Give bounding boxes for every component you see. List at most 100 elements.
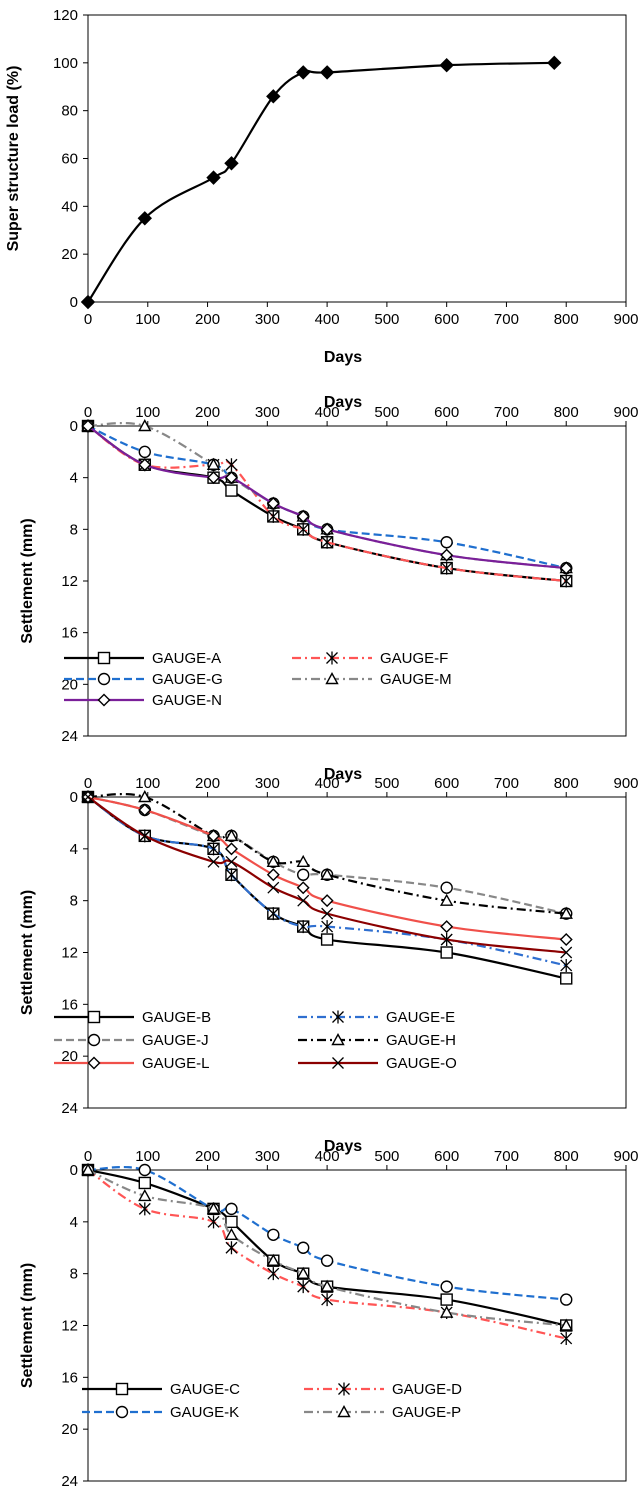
series-line — [87, 1168, 567, 1327]
legend-label: GAUGE-N — [152, 692, 222, 709]
data-point — [296, 881, 310, 895]
series-line — [87, 425, 567, 570]
data-point — [296, 1266, 310, 1279]
legend-marker — [115, 1405, 129, 1419]
legend-label: GAUGE-L — [142, 1055, 210, 1072]
data-point — [439, 58, 454, 73]
legend-label: GAUGE-B — [142, 1009, 211, 1026]
y-tick-label: 12 — [61, 1318, 78, 1335]
data-point — [547, 55, 562, 71]
x-tick-label: 100 — [135, 1148, 160, 1165]
legend-item-gauge-p: GAUGE-P — [304, 1404, 461, 1421]
y-tick-label: 0 — [70, 418, 78, 435]
legend: GAUGE-B GAUGE-E GAUGE-J GAUGE-H GAUGE-L GAUGE… — [54, 1009, 457, 1072]
data-point — [266, 1253, 280, 1266]
data-point — [320, 933, 334, 946]
y-tick-label: 4 — [70, 470, 78, 487]
x-tick-label: 400 — [315, 775, 340, 792]
data-point — [138, 803, 152, 817]
y-tick-label: 20 — [61, 246, 78, 263]
data-point — [297, 522, 310, 536]
data-point — [296, 854, 310, 867]
legend-marker — [97, 693, 111, 707]
x-tick-label: 0 — [84, 311, 92, 328]
chart-1: 0 100 200 300 400 500 600 700 800 900 0 20 40 60 80 100… — [5, 7, 639, 366]
legend-label: GAUGE-F — [380, 650, 448, 667]
x-tick-label: 800 — [554, 311, 579, 328]
x-tick-label: 700 — [494, 311, 519, 328]
data-point — [267, 907, 280, 921]
data-point — [138, 1202, 151, 1216]
legend-item-gauge-g: GAUGE-G — [64, 671, 223, 688]
data-point — [321, 1293, 334, 1307]
legend-marker — [115, 1382, 129, 1396]
data-point — [138, 1176, 151, 1190]
y-tick-label: 60 — [61, 151, 78, 168]
legend-marker — [87, 1033, 101, 1047]
x-tick-label: 200 — [195, 775, 220, 792]
series-line — [87, 425, 567, 583]
series-line — [87, 796, 567, 954]
y-tick-label: 8 — [70, 1266, 78, 1283]
data-point — [440, 920, 454, 934]
data-point — [206, 457, 221, 470]
data-point — [320, 1279, 334, 1292]
data-point — [297, 868, 310, 881]
data-point — [267, 509, 280, 523]
data-point — [80, 294, 96, 310]
legend-label: GAUGE-G — [152, 671, 223, 688]
series-gauge-p — [81, 1163, 573, 1331]
legend-item-gauge-m: GAUGE-M — [292, 671, 452, 688]
y-tick-label: 20 — [61, 1048, 78, 1065]
data-point — [560, 946, 573, 959]
data-point — [296, 509, 310, 523]
series-line — [87, 792, 567, 915]
x-tick-label: 0 — [84, 404, 92, 421]
x-tick-label: 900 — [613, 775, 638, 792]
legend-item-gauge-o: GAUGE-O — [298, 1055, 457, 1072]
data-point — [225, 1215, 238, 1229]
legend-label: GAUGE-K — [170, 1404, 239, 1421]
data-point — [225, 855, 238, 868]
x-axis-title: Days — [324, 349, 362, 366]
data-point — [266, 89, 281, 104]
x-tick-label: 700 — [494, 1148, 519, 1165]
series-line — [87, 1169, 567, 1340]
x-tick-label: 600 — [434, 775, 459, 792]
legend: GAUGE-A GAUGE-F GAUGE-G GAUGE-M GAUGE-N — [64, 650, 452, 709]
y-tick-label: 24 — [61, 1473, 78, 1488]
legend-item-gauge-b: GAUGE-B — [54, 1009, 211, 1026]
data-point — [440, 933, 453, 946]
data-point — [224, 1227, 239, 1240]
x-tick-label: 300 — [255, 311, 280, 328]
data-point — [82, 791, 94, 803]
data-point — [206, 170, 221, 185]
legend-label: GAUGE-P — [392, 1404, 461, 1421]
data-point — [297, 920, 310, 934]
y-tick-label: 20 — [61, 1421, 78, 1438]
y-tick-label: 16 — [61, 625, 78, 642]
data-point — [267, 881, 280, 894]
plot-area-border — [87, 14, 627, 303]
y-tick-label: 24 — [61, 728, 78, 745]
legend-item-gauge-h: GAUGE-H — [298, 1032, 456, 1049]
x-tick-label: 500 — [374, 775, 399, 792]
x-tick-label: 300 — [255, 775, 280, 792]
series-line — [87, 425, 567, 583]
x-tick-label: 900 — [613, 1148, 638, 1165]
legend: GAUGE-C GAUGE-D GAUGE-K GAUGE-P — [82, 1381, 462, 1421]
series-line — [87, 1165, 567, 1301]
legend-item-gauge-c: GAUGE-C — [82, 1381, 240, 1398]
chart-3: 0 100 200 300 400 500 600 700 800 900 0 4 8 12 16 20 24 D… — [19, 766, 639, 1117]
legend-item-gauge-e: GAUGE-E — [298, 1009, 455, 1026]
data-point — [559, 561, 573, 575]
legend-label: GAUGE-D — [392, 1381, 462, 1398]
y-axis-title: Super structure load (%) — [5, 66, 22, 252]
data-point — [320, 522, 334, 536]
data-point — [138, 1163, 151, 1177]
data-point — [439, 893, 454, 906]
x-tick-label: 400 — [315, 311, 340, 328]
x-axis-title: Days — [324, 766, 362, 783]
x-tick-label: 900 — [613, 404, 638, 421]
